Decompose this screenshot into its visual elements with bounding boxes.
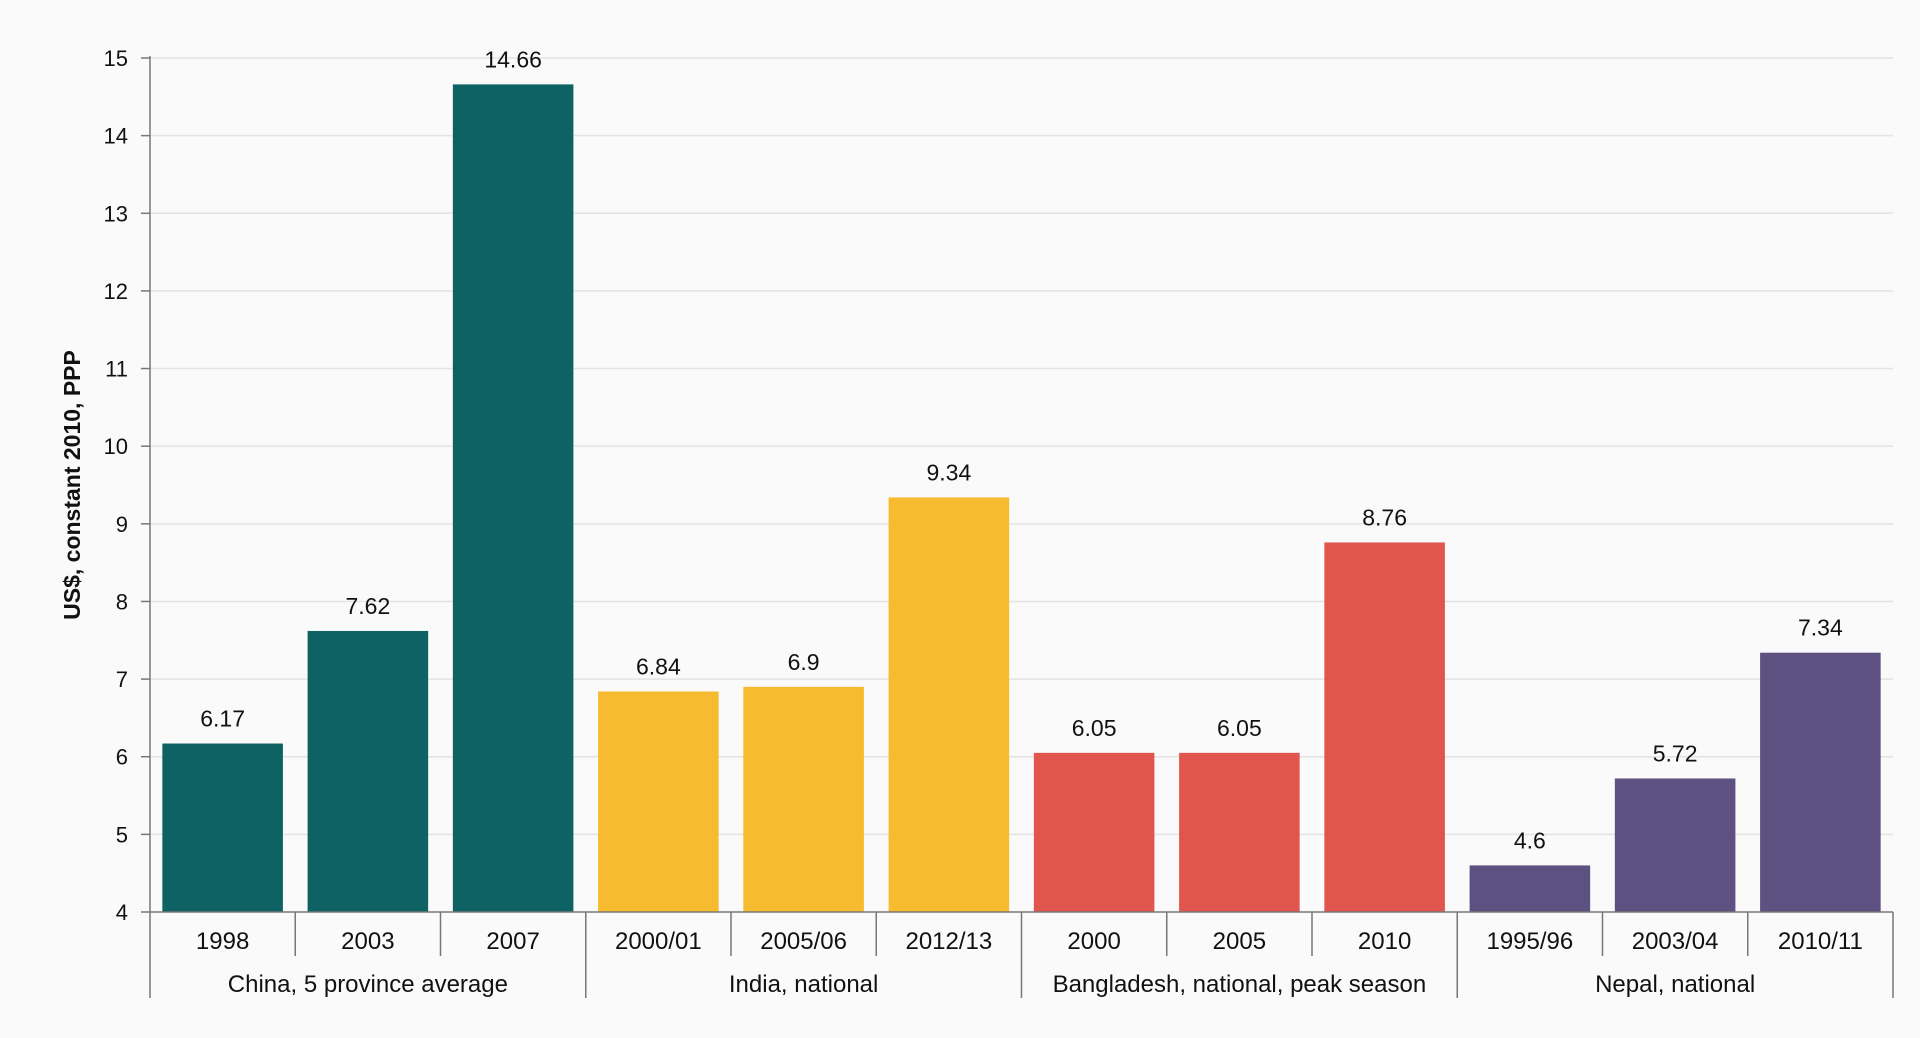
group-label: Bangladesh, national, peak season	[1053, 971, 1427, 998]
data-label: 14.66	[484, 46, 542, 72]
data-label: 7.34	[1798, 615, 1843, 641]
data-label: 4.6	[1514, 827, 1546, 853]
y-tick-label: 6	[116, 745, 128, 770]
bar	[307, 630, 429, 912]
y-axis-label: US$, constant 2010, PPP	[59, 350, 85, 620]
bar	[1033, 752, 1155, 912]
data-label: 6.05	[1072, 715, 1117, 741]
y-tick-label: 13	[104, 201, 128, 226]
category-label: 1995/96	[1486, 928, 1573, 955]
category-label: 2007	[486, 928, 539, 955]
category-label: 2010	[1358, 928, 1411, 955]
group-label: China, 5 province average	[228, 971, 508, 998]
category-label: 2000/01	[615, 928, 702, 955]
y-tick-label: 8	[116, 589, 128, 614]
y-tick-label: 9	[116, 512, 128, 537]
data-label: 8.76	[1362, 504, 1407, 530]
y-tick-label: 10	[104, 434, 128, 459]
category-label: 2010/11	[1778, 928, 1863, 955]
y-tick-label: 11	[105, 357, 128, 382]
data-label: 7.62	[345, 593, 390, 619]
y-tick-label: 15	[104, 46, 128, 71]
bar	[888, 497, 1010, 912]
bar	[1614, 778, 1736, 912]
bar	[452, 84, 574, 912]
data-label: 5.72	[1653, 740, 1698, 766]
group-label: Nepal, national	[1595, 971, 1755, 998]
grid-lines	[150, 57, 1893, 836]
category-label: 2000	[1067, 928, 1120, 955]
bar	[162, 743, 283, 912]
y-tick-label: 4	[116, 900, 128, 925]
category-label: 2012/13	[905, 928, 992, 955]
data-label: 6.17	[200, 706, 245, 732]
bar	[1324, 542, 1445, 912]
group-label: India, national	[729, 971, 878, 998]
y-tick-label: 14	[104, 124, 128, 149]
data-label: 6.05	[1217, 715, 1262, 741]
bar	[1469, 865, 1591, 912]
y-tick-label: 7	[116, 667, 128, 692]
bars: 6.17 7.62 14.66 6.84 6.9 9.34 6.05 6.05 8.76 4.6 5…	[162, 46, 1881, 912]
x-axis: 1998 2003 2007 China, 5 province average 200…	[149, 911, 1894, 998]
y-axis: 4 5 6 7 8 9 10 11 12 13 14 15	[104, 46, 151, 925]
data-label: 9.34	[926, 459, 971, 485]
y-tick-label: 12	[104, 279, 128, 304]
category-label: 2005/06	[760, 928, 847, 955]
bar	[743, 686, 864, 912]
bar	[598, 691, 719, 912]
bar	[1760, 652, 1881, 912]
category-label: 2003/04	[1632, 928, 1719, 955]
y-tick-label: 5	[116, 822, 128, 847]
bar	[1179, 752, 1300, 912]
category-label: 1998	[196, 928, 249, 955]
data-label: 6.9	[788, 649, 820, 675]
data-label: 6.84	[636, 654, 681, 680]
category-label: 2003	[341, 928, 394, 955]
category-label: 2005	[1213, 928, 1266, 955]
